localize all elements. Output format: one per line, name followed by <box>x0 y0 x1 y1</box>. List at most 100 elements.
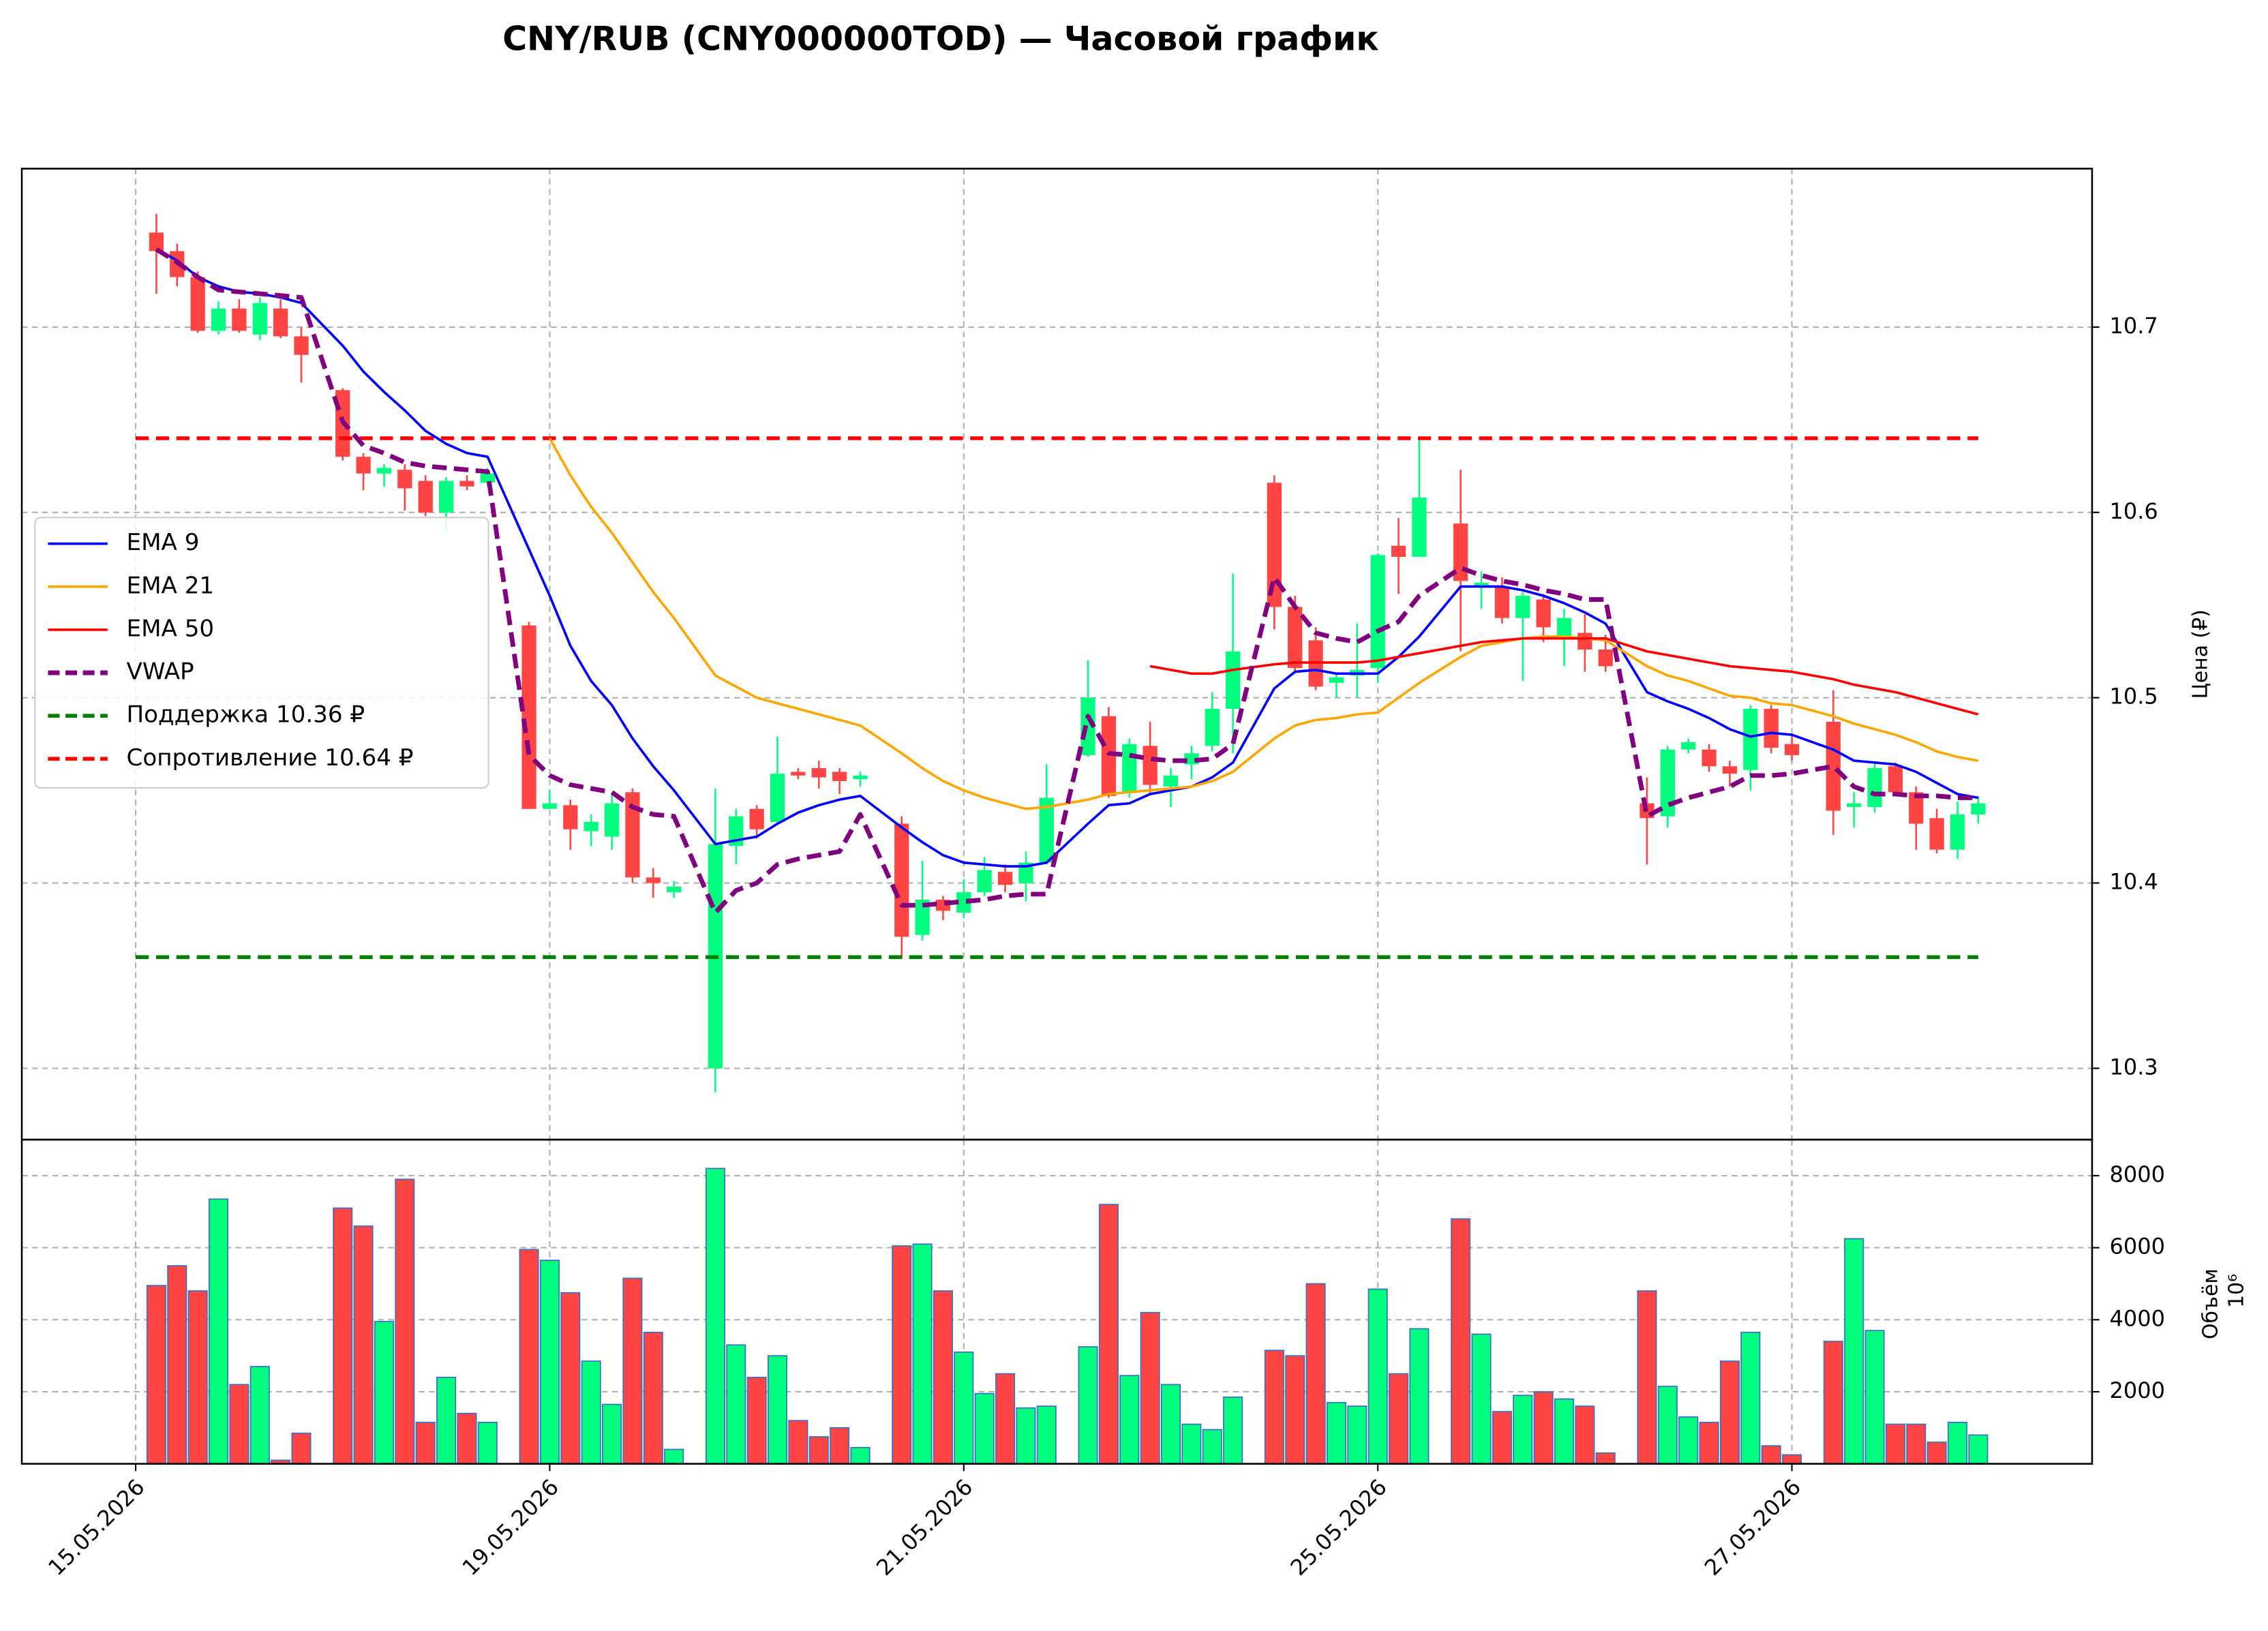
volume-bar <box>1451 1218 1471 1465</box>
volume-bar <box>1513 1394 1533 1465</box>
volume-bar <box>1264 1350 1284 1465</box>
volume-bar <box>1906 1423 1926 1465</box>
candle-body <box>1971 803 1986 814</box>
candle-body <box>438 481 454 513</box>
candle-body <box>1143 746 1158 785</box>
candle-body <box>1847 803 1862 808</box>
volume-bar <box>1968 1434 1989 1465</box>
volume-axis-title: Объём <box>2198 1268 2222 1339</box>
candle-body <box>1225 651 1241 709</box>
candle-body <box>604 803 620 837</box>
candle-body <box>997 872 1013 885</box>
volume-bar <box>1471 1333 1492 1465</box>
volume-bar <box>1699 1422 1719 1465</box>
candle-body <box>1909 792 1924 824</box>
volume-bar <box>1409 1328 1430 1465</box>
volume-bar <box>415 1422 436 1465</box>
volume-bar <box>1223 1397 1243 1465</box>
legend-label: VWAP <box>127 658 194 686</box>
volume-bar <box>726 1344 746 1465</box>
chart-title: CNY/RUB (CNY000000TOD) — Часовой график <box>502 18 1379 58</box>
volume-bar <box>1347 1405 1367 1465</box>
volume-bar <box>1782 1454 1802 1465</box>
candle-body <box>1391 545 1406 558</box>
candle-body <box>977 870 992 893</box>
volume-bar <box>1948 1422 1968 1465</box>
candle-body <box>1722 766 1738 774</box>
volume-bar <box>974 1392 995 1465</box>
candle-body <box>853 775 868 780</box>
volume-bar <box>643 1331 663 1465</box>
volume-bar <box>519 1249 539 1465</box>
volume-bar <box>1078 1346 1098 1465</box>
candle-body <box>1950 814 1965 850</box>
volume-bar <box>1719 1360 1740 1465</box>
candle-body <box>1288 607 1303 669</box>
candle-body <box>1702 749 1717 767</box>
candle-body <box>1205 708 1220 746</box>
candle-body <box>667 886 682 893</box>
candle-body <box>1370 555 1385 669</box>
legend-label: EMA 50 <box>127 615 215 642</box>
y-tick-label: 10.4 <box>2110 869 2158 895</box>
candle-body <box>1494 586 1510 618</box>
candle-body <box>1163 775 1179 787</box>
volume-bar <box>1657 1386 1678 1465</box>
volume-bar <box>954 1352 974 1465</box>
volume-bar <box>1036 1405 1057 1465</box>
volume-bar <box>1926 1442 1947 1465</box>
candle-body <box>563 805 578 829</box>
y-tick-label: 10.6 <box>2110 498 2158 524</box>
volume-bar <box>250 1366 270 1465</box>
y-tick-label: 10.5 <box>2110 684 2158 710</box>
volume-bar <box>229 1384 250 1465</box>
volume-bar <box>788 1420 808 1465</box>
candle-body <box>542 803 558 809</box>
volume-bar <box>187 1290 208 1465</box>
volume-bar <box>560 1292 581 1465</box>
candle-body <box>294 336 309 355</box>
volume-bar <box>146 1285 166 1465</box>
candle-body <box>956 892 971 913</box>
volume-bar <box>457 1412 477 1465</box>
candle-body <box>1556 618 1572 637</box>
volume-bar <box>1554 1398 1575 1465</box>
volume-bar <box>830 1427 850 1465</box>
candle-body <box>1515 596 1530 618</box>
volume-bar <box>1823 1341 1843 1465</box>
candle-body <box>418 481 433 513</box>
volume-bar <box>933 1290 953 1465</box>
volume-bar <box>892 1245 912 1465</box>
candle-body <box>1784 744 1800 755</box>
y-tick-label: 10.7 <box>2110 313 2158 339</box>
candle-body <box>397 470 412 489</box>
volume-axes-frame <box>20 1138 2093 1465</box>
legend-label: Поддержка 10.36 ₽ <box>127 701 365 729</box>
volume-bar <box>1740 1331 1761 1465</box>
candle-body <box>521 625 536 809</box>
candle-body <box>1660 749 1675 817</box>
volume-bar <box>1533 1391 1554 1465</box>
candle-body <box>1929 818 1944 850</box>
y-tick-label: 4000 <box>2110 1305 2165 1331</box>
volume-offset-text: 10⁶ <box>2225 1274 2249 1308</box>
legend-label: EMA 9 <box>127 529 200 556</box>
candle-body <box>1598 649 1613 667</box>
candle-body <box>1826 722 1841 811</box>
volume-bar <box>1389 1373 1409 1465</box>
volume-bar <box>1492 1411 1512 1465</box>
volume-bar <box>1844 1238 1864 1465</box>
candle-body <box>915 900 930 935</box>
candle-body <box>811 767 826 778</box>
candle-body <box>1681 742 1696 750</box>
volume-bar <box>1181 1423 1202 1465</box>
volume-bar <box>374 1321 394 1465</box>
volume-bar <box>1575 1405 1595 1465</box>
volume-bar <box>581 1360 601 1465</box>
indicator-line <box>1149 637 1979 716</box>
volume-bar <box>746 1377 767 1465</box>
volume-bar <box>208 1198 229 1465</box>
candle-body <box>459 481 474 487</box>
candle-body <box>1474 583 1489 587</box>
